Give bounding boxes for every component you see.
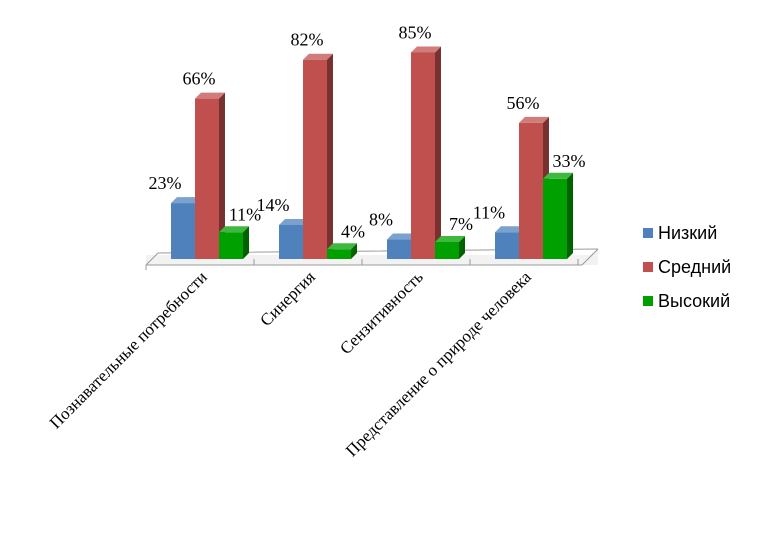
legend-swatch: [643, 262, 653, 272]
category-labels-group: Познавательные потребности Синергия Сензит…: [46, 267, 535, 460]
bar-3-4: [543, 172, 573, 259]
data-label: 56%: [507, 93, 540, 113]
data-labels-group: 23%66%11%14%82%4%8%85%7%11%56%33%: [149, 22, 586, 241]
legend-swatch: [643, 228, 653, 238]
data-label: 4%: [341, 221, 365, 241]
data-label: 11%: [473, 202, 505, 222]
legend-label: Низкий: [658, 223, 717, 243]
bar-2-4: [519, 116, 549, 259]
category-label: Познавательные потребности: [46, 267, 211, 432]
data-label: 11%: [229, 204, 261, 224]
data-label: 23%: [149, 173, 182, 193]
category-label: Представление о природе человека: [342, 267, 535, 460]
category-label: Синергия: [256, 267, 319, 330]
bar-2-3: [411, 46, 441, 260]
data-label: 33%: [553, 151, 586, 171]
floor-side-edge: [581, 248, 599, 266]
data-label: 66%: [183, 69, 216, 89]
data-label: 7%: [449, 214, 473, 234]
bar-3-1: [219, 226, 249, 259]
chart-floor-fill: [146, 249, 598, 265]
legend-label: Высокий: [658, 291, 730, 311]
legend-label: Средний: [658, 257, 731, 277]
legend-swatch: [643, 296, 653, 306]
bar-3-3: [435, 235, 465, 259]
bar-2-1: [195, 92, 225, 260]
data-label: 82%: [291, 30, 324, 50]
data-label: 85%: [399, 22, 432, 42]
data-label: 14%: [257, 195, 290, 215]
bar-2-2: [303, 53, 333, 259]
legend: Низкий Средний Высокий: [643, 223, 731, 311]
data-label: 8%: [369, 210, 393, 230]
bar-3-2: [327, 243, 357, 259]
category-label: Сензитивность: [336, 267, 427, 358]
bars-group: [171, 46, 573, 260]
